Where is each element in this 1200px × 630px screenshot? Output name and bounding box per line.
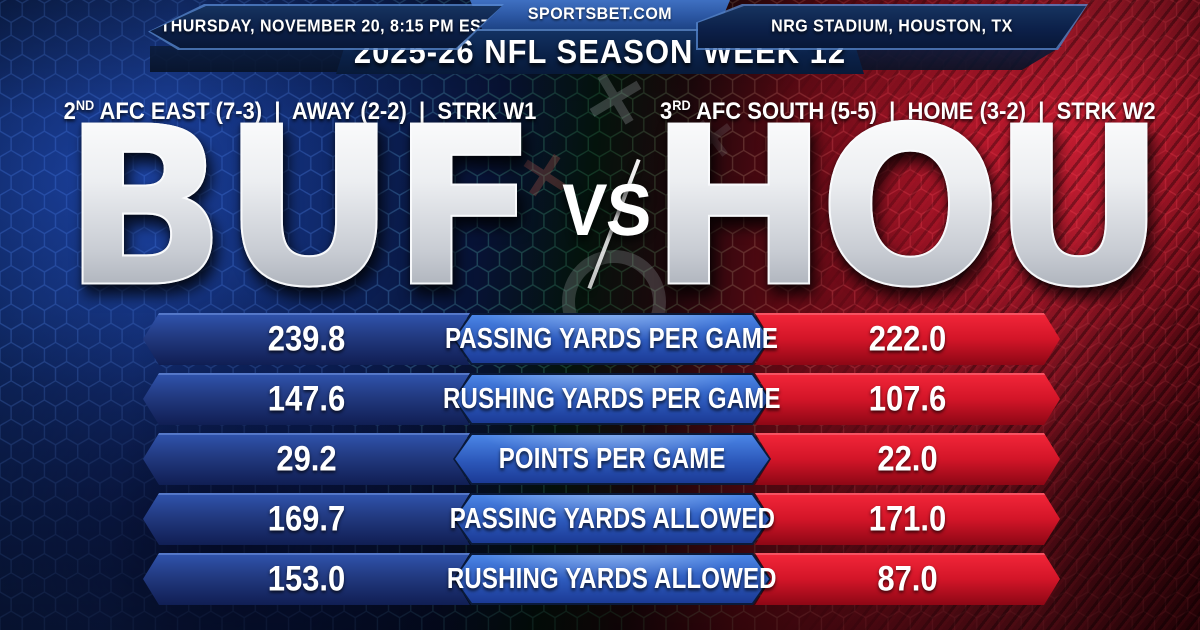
home-value-bar bbox=[755, 373, 1060, 425]
away-value: 153.0 bbox=[267, 558, 346, 599]
home-value-bar bbox=[755, 553, 1060, 605]
stats-table: 239.8 PASSING YARDS PER GAME 222.0 147.6… bbox=[143, 313, 1060, 613]
away-value-bar bbox=[143, 553, 470, 605]
stat-label-pill bbox=[453, 433, 771, 485]
table-row: 239.8 PASSING YARDS PER GAME 222.0 bbox=[143, 313, 1060, 365]
away-team-record: AFC EAST (7-3) | AWAY (2-2) | STRK W1 bbox=[94, 97, 537, 125]
stat-label: POINTS PER GAME bbox=[498, 442, 726, 475]
home-value: 171.0 bbox=[868, 498, 947, 539]
home-value: 107.6 bbox=[868, 378, 947, 419]
home-value-bar bbox=[755, 493, 1060, 545]
table-row: 153.0 RUSHING YARDS ALLOWED 87.0 bbox=[143, 553, 1060, 605]
away-value: 239.8 bbox=[267, 318, 346, 359]
stat-label-pill bbox=[453, 553, 771, 605]
away-value-bar bbox=[143, 433, 470, 485]
stat-label-pill bbox=[453, 313, 771, 365]
site-url: SPORTSBET.COM bbox=[527, 5, 673, 23]
away-value-bar bbox=[143, 373, 470, 425]
venue-banner-inner: NRG STADIUM, HOUSTON, TX bbox=[698, 6, 1086, 48]
home-team-rank-suffix: RD bbox=[672, 97, 690, 114]
away-value-bar bbox=[143, 313, 470, 365]
home-value-bar bbox=[755, 433, 1060, 485]
home-team-abbr: HOU bbox=[648, 79, 1167, 336]
table-row: 147.6 RUSHING YARDS PER GAME 107.6 bbox=[143, 373, 1060, 425]
away-value: 147.6 bbox=[267, 378, 346, 419]
away-team-info: 2ND AFC EAST (7-3) | AWAY (2-2) | STRK W… bbox=[60, 97, 540, 125]
site-bar: SPORTSBET.COM bbox=[470, 0, 730, 29]
home-value: 87.0 bbox=[877, 558, 938, 599]
datetime-banner: THURSDAY, NOVEMBER 20, 8:15 PM EST bbox=[148, 4, 504, 50]
home-value: 22.0 bbox=[877, 438, 938, 479]
away-value-bar bbox=[143, 493, 470, 545]
home-value-bar bbox=[755, 313, 1060, 365]
stat-label: RUSHING YARDS PER GAME bbox=[443, 382, 781, 415]
home-team-record: AFC SOUTH (5-5) | HOME (3-2) | STRK W2 bbox=[691, 97, 1156, 125]
away-team-rank: 2 bbox=[64, 97, 76, 125]
home-team-info: 3RD AFC SOUTH (5-5) | HOME (3-2) | STRK … bbox=[660, 97, 1156, 125]
away-value: 169.7 bbox=[267, 498, 346, 539]
away-team-abbr: BUF bbox=[62, 79, 539, 336]
stat-label-pill bbox=[453, 373, 771, 425]
venue-banner: NRG STADIUM, HOUSTON, TX bbox=[696, 4, 1088, 50]
stat-label: PASSING YARDS ALLOWED bbox=[449, 502, 775, 535]
table-row: 169.7 PASSING YARDS ALLOWED 171.0 bbox=[143, 493, 1060, 545]
stat-label: RUSHING YARDS ALLOWED bbox=[447, 562, 777, 595]
venue: NRG STADIUM, HOUSTON, TX bbox=[771, 17, 1013, 36]
home-value: 222.0 bbox=[868, 318, 947, 359]
datetime-banner-inner: THURSDAY, NOVEMBER 20, 8:15 PM EST bbox=[150, 6, 502, 48]
table-row: 29.2 POINTS PER GAME 22.0 bbox=[143, 433, 1060, 485]
vs-label: VS bbox=[558, 168, 654, 252]
away-team-rank-suffix: ND bbox=[76, 97, 94, 114]
away-value: 29.2 bbox=[276, 438, 337, 479]
stat-label: PASSING YARDS PER GAME bbox=[445, 322, 779, 355]
event-datetime: THURSDAY, NOVEMBER 20, 8:15 PM EST bbox=[160, 17, 492, 36]
stat-label-pill bbox=[453, 493, 771, 545]
home-team-rank: 3 bbox=[660, 97, 672, 125]
